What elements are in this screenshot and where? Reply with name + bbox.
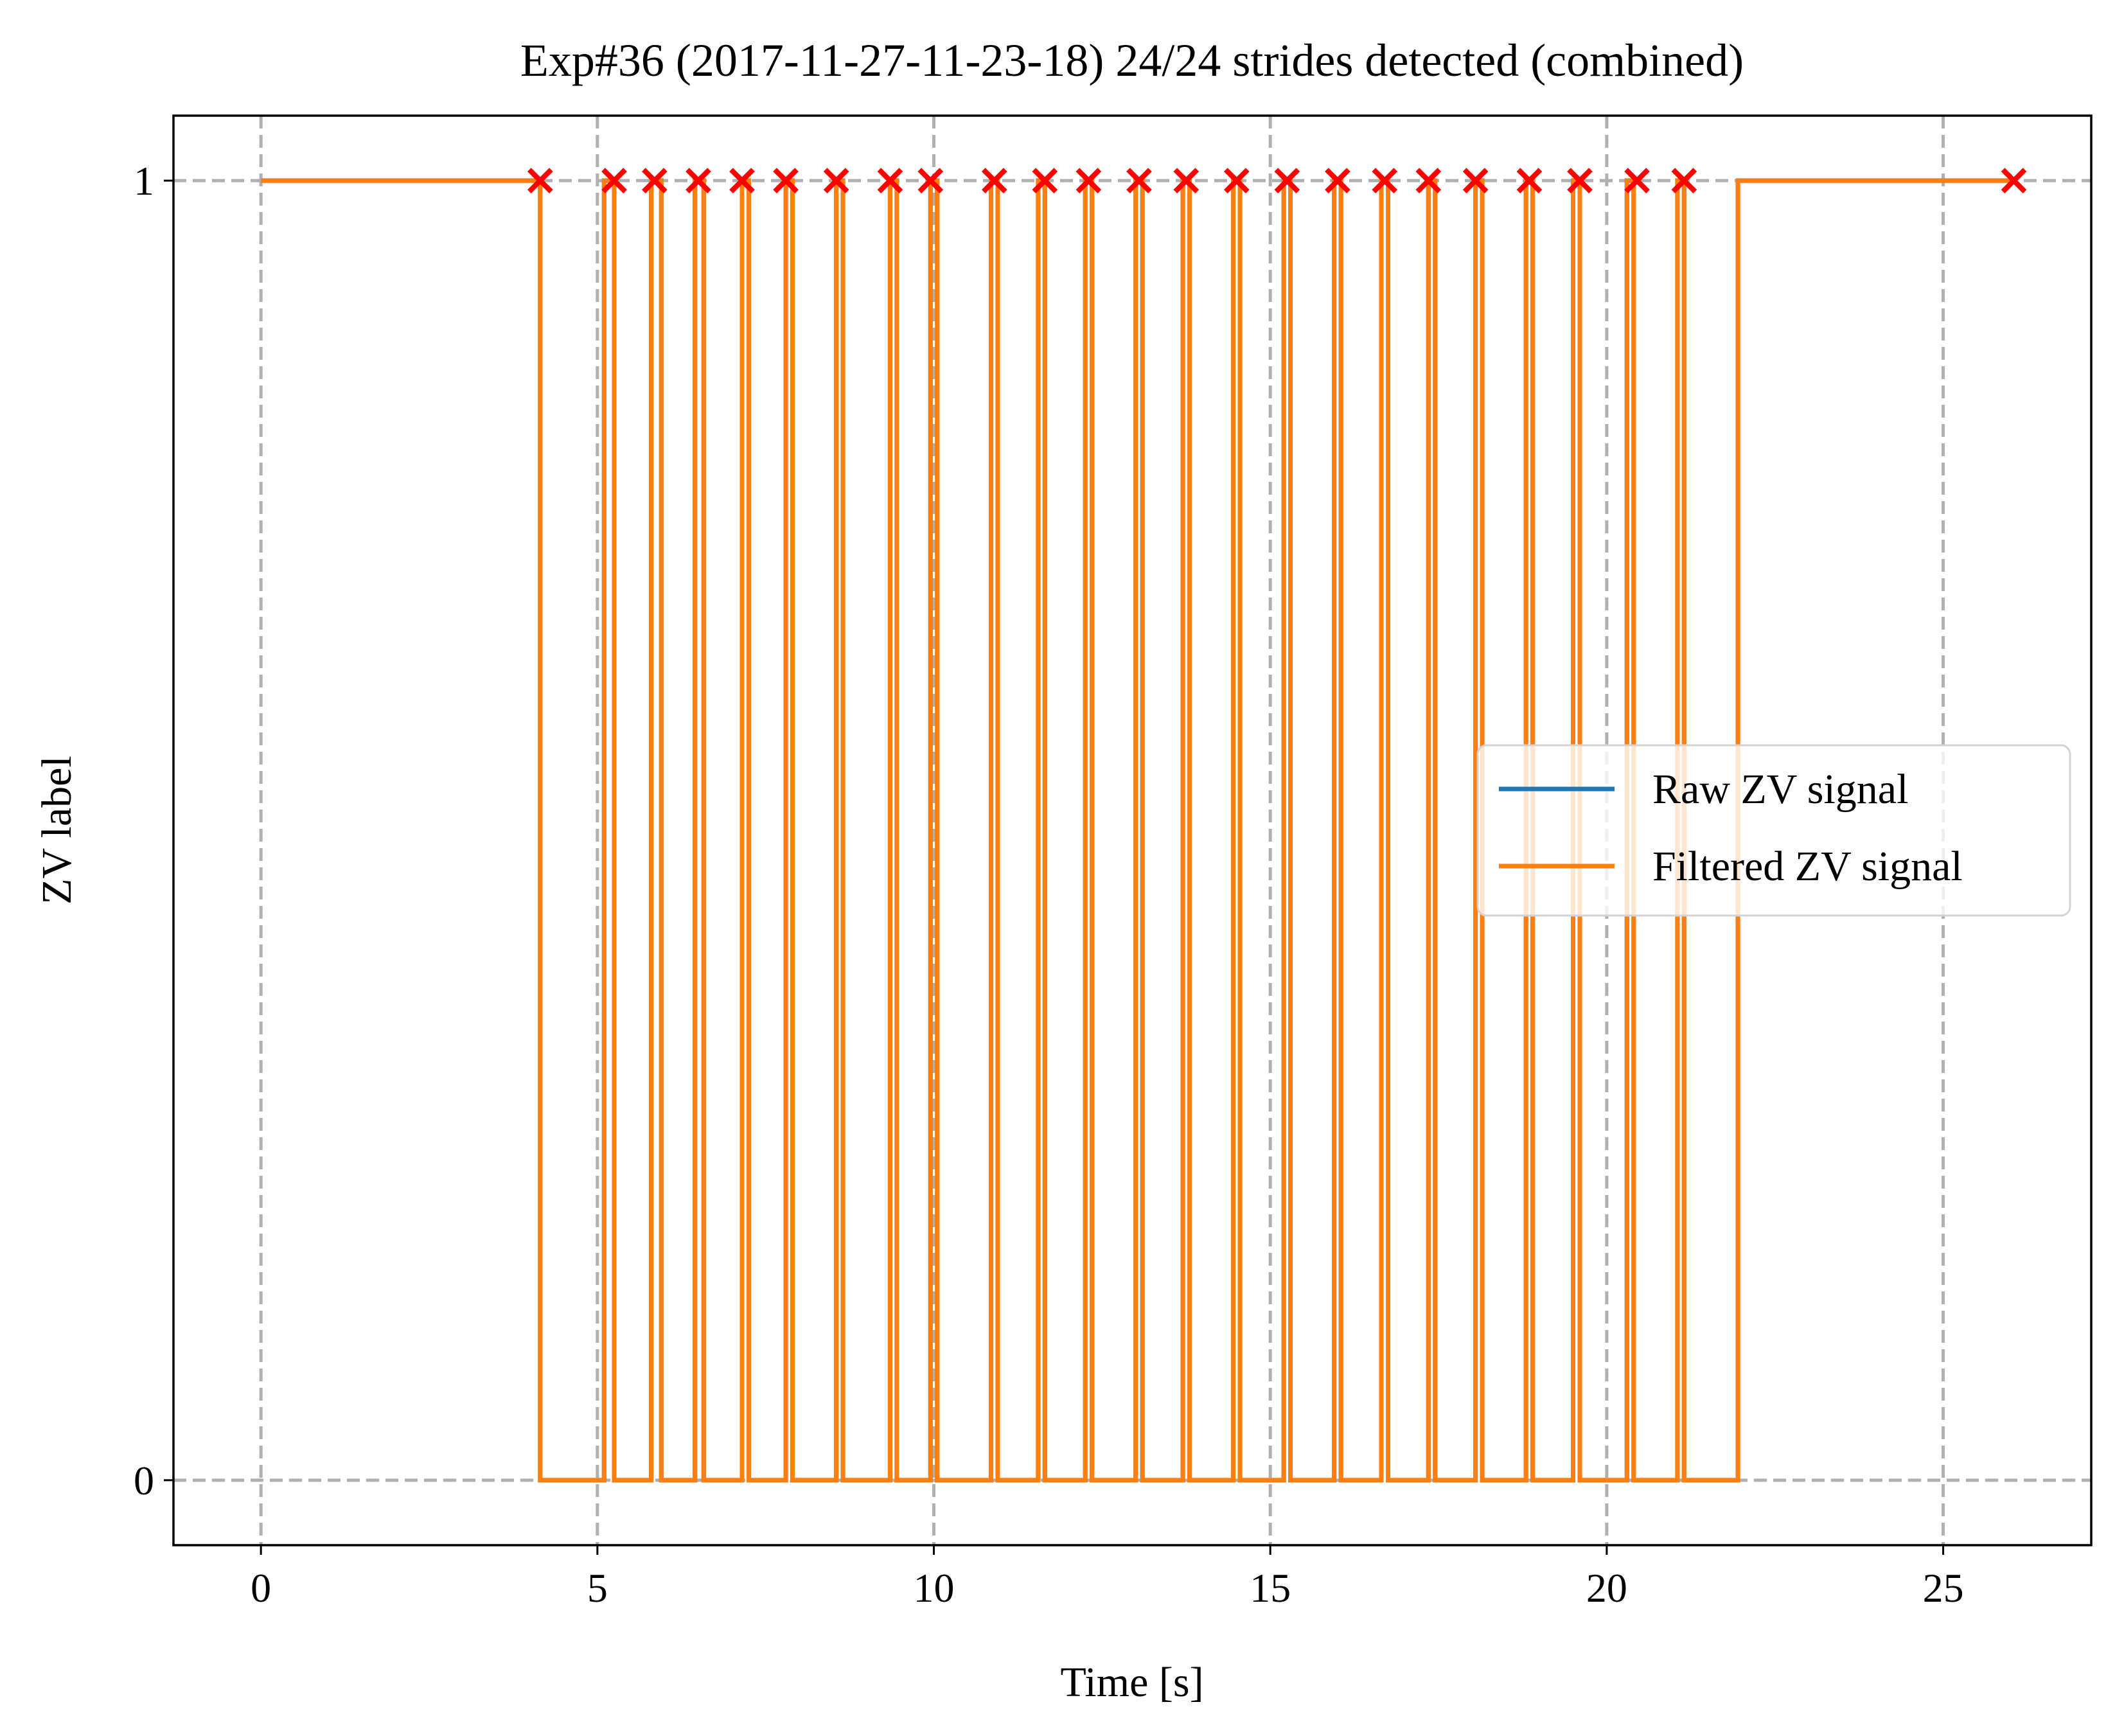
x-tick-label: 25 <box>1923 1565 1964 1611</box>
legend-label-filtered: Filtered ZV signal <box>1652 843 1963 890</box>
stride-marker <box>686 168 711 193</box>
stride-marker <box>1173 168 1199 193</box>
legend: Raw ZV signal Filtered ZV signal <box>1476 744 2071 917</box>
stride-marker <box>823 168 849 193</box>
stride-markers <box>527 168 2027 193</box>
stride-marker <box>1462 168 1489 193</box>
x-tick-label: 20 <box>1586 1565 1627 1611</box>
stride-marker <box>729 168 755 193</box>
stride-marker <box>1372 168 1398 193</box>
axis-ticks: 0 5 10 15 20 25 0 1 <box>134 158 1964 1611</box>
stride-marker <box>642 168 668 193</box>
x-tick-label: 15 <box>1250 1565 1291 1611</box>
stride-marker <box>2001 168 2027 193</box>
x-tick-label: 0 <box>251 1565 271 1611</box>
stride-marker <box>601 168 627 193</box>
stride-marker <box>1274 168 1300 193</box>
stride-marker <box>1224 168 1250 193</box>
stride-marker <box>1415 168 1442 193</box>
stride-marker <box>1126 168 1152 193</box>
stride-marker <box>917 168 944 193</box>
x-axis-label: Time [s] <box>1060 1659 1203 1706</box>
stride-marker <box>527 168 553 193</box>
stride-marker <box>773 168 799 193</box>
stride-marker <box>1032 168 1058 193</box>
legend-label-raw: Raw ZV signal <box>1652 766 1908 813</box>
stride-marker <box>877 168 903 193</box>
stride-marker <box>1516 168 1543 193</box>
x-tick-label: 10 <box>914 1565 955 1611</box>
x-tick-label: 5 <box>587 1565 608 1611</box>
y-tick-label: 1 <box>134 158 154 204</box>
legend-box <box>1476 744 2071 917</box>
stride-marker <box>1671 168 1697 193</box>
stride-marker <box>1624 168 1650 193</box>
stride-marker <box>1325 168 1350 193</box>
stride-marker <box>981 168 1007 193</box>
y-axis-label: ZV label <box>33 756 80 905</box>
y-tick-label: 0 <box>134 1458 154 1503</box>
plot-frame <box>172 114 2093 1546</box>
stride-marker <box>1567 168 1593 193</box>
chart-title: Exp#36 (2017-11-27-11-23-18) 24/24 strid… <box>520 35 1744 86</box>
stride-marker <box>1075 168 1102 193</box>
